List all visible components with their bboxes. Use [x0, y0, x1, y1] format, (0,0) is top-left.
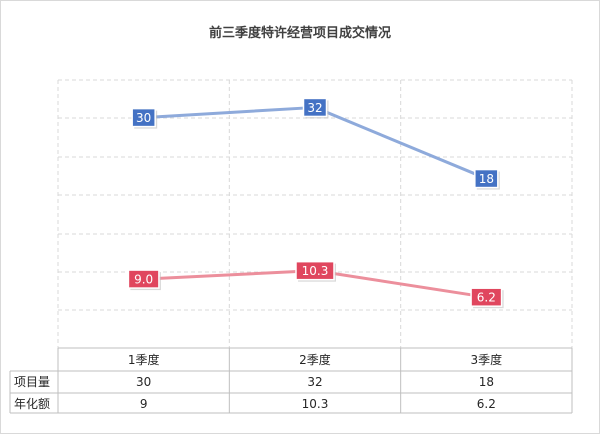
- data-label-box: [470, 287, 503, 307]
- table-cell: 6.2: [477, 397, 496, 411]
- data-label-box: [127, 269, 160, 289]
- x-tick-label: 3季度: [471, 352, 503, 367]
- data-label-box: [302, 97, 328, 118]
- data-labels: 30 32 18 9.0 10.3 6.2: [127, 97, 504, 309]
- data-label: 9.0: [134, 273, 153, 287]
- chart-title: 前三季度特许经营项目成交情况: [208, 26, 391, 41]
- table-cell: 32: [307, 375, 322, 389]
- data-label: 6.2: [477, 291, 496, 305]
- data-label-box: [474, 168, 499, 189]
- table-series-name: 项目量: [14, 375, 50, 389]
- table-cell: 30: [136, 375, 151, 389]
- data-label: 18: [479, 172, 494, 186]
- data-label: 10.3: [302, 264, 329, 278]
- data-label-box: [295, 260, 335, 281]
- table-cell: 10.3: [302, 397, 329, 411]
- data-label: 32: [307, 101, 322, 115]
- x-tick-label: 1季度: [128, 352, 160, 367]
- data-label-box: [131, 107, 156, 128]
- data-label: 30: [136, 111, 151, 125]
- grid-lines: [57, 79, 573, 348]
- x-tick-label: 2季度: [299, 352, 331, 367]
- table-cell: 9: [140, 397, 148, 411]
- table-cell: 18: [479, 375, 494, 389]
- table-series-name: 年化额: [14, 397, 50, 411]
